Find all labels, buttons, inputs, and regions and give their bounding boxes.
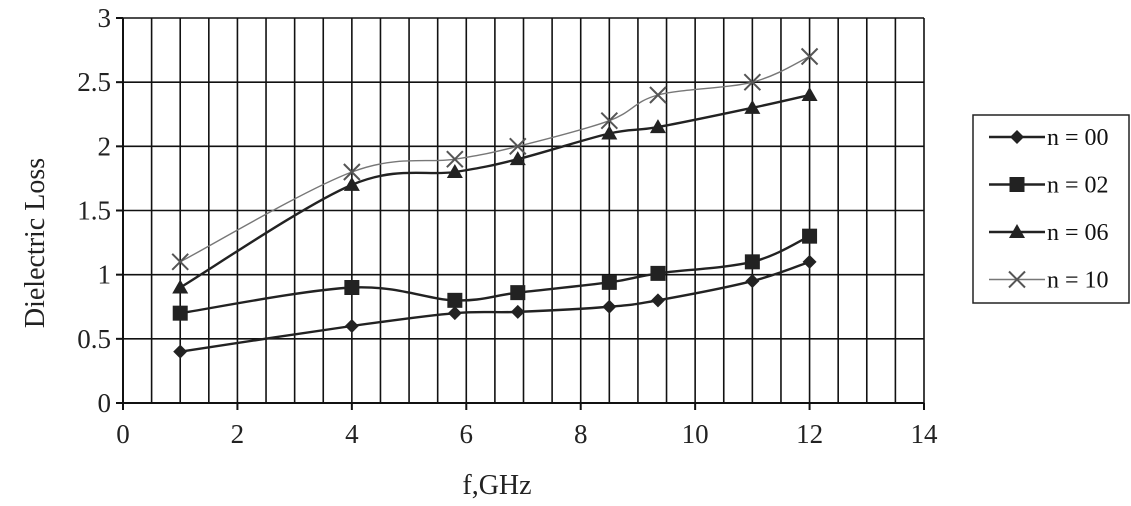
legend-label: n = 02 <box>1047 173 1109 199</box>
legend-label: n = 10 <box>1047 268 1109 294</box>
x-tick-label: 8 <box>574 419 588 449</box>
x-tick-label: 14 <box>911 419 939 449</box>
data-point <box>744 254 760 270</box>
legend-item: n = 10 <box>989 268 1109 294</box>
y-tick-label: 3 <box>98 3 112 33</box>
data-point <box>173 344 188 359</box>
data-point <box>509 151 526 166</box>
y-tick-label: 0.5 <box>77 324 111 354</box>
series-line <box>180 235 811 315</box>
grid <box>123 18 924 403</box>
data-point <box>801 87 818 101</box>
data-point <box>743 73 762 91</box>
legend-item: n = 02 <box>989 173 1109 199</box>
legend-item: n = 06 <box>989 220 1109 246</box>
data-point <box>802 254 817 269</box>
data-point <box>446 150 464 168</box>
legend-marker <box>1009 224 1025 238</box>
data-point <box>447 292 463 308</box>
data-point <box>343 163 361 181</box>
legend-item: n = 00 <box>989 125 1109 151</box>
data-point <box>650 293 665 308</box>
data-point <box>800 47 819 66</box>
data-point <box>172 305 188 321</box>
legend-marker <box>1010 130 1024 144</box>
series-layer <box>171 47 819 359</box>
legend-marker <box>1009 177 1025 192</box>
legend-marker <box>1008 270 1026 289</box>
data-point <box>602 299 617 314</box>
series-line <box>179 93 810 289</box>
y-tick-label: 1.5 <box>77 196 111 226</box>
data-point <box>344 280 360 295</box>
series-x <box>171 47 819 271</box>
y-tick-label: 2.5 <box>77 67 111 97</box>
series-diamond <box>173 254 817 359</box>
data-point <box>510 285 526 301</box>
data-point <box>649 86 667 104</box>
legend-label: n = 00 <box>1047 125 1109 151</box>
x-tick-label: 0 <box>116 419 130 449</box>
y-tick-label: 1 <box>98 260 112 290</box>
axes <box>116 17 925 410</box>
y-tick-label: 0 <box>98 388 112 418</box>
y-tick-labels: 0 0.5 1 1.5 2 2.5 3 <box>77 3 111 418</box>
data-point <box>447 306 462 321</box>
data-point <box>601 274 617 290</box>
data-point <box>650 265 666 281</box>
data-point <box>446 164 463 178</box>
data-point <box>510 304 525 319</box>
data-point <box>601 125 618 140</box>
legend: n = 00 n = 02 n = 06 n = 10 <box>972 114 1130 304</box>
x-tick-label: 2 <box>231 419 245 449</box>
series-triangle <box>172 87 818 294</box>
data-point <box>509 137 527 156</box>
x-tick-label: 10 <box>682 419 709 449</box>
x-tick-labels: 0 2 4 6 8 10 12 14 <box>116 419 938 449</box>
data-point <box>600 111 619 130</box>
series-line <box>179 55 810 263</box>
legend-label: n = 06 <box>1047 220 1109 246</box>
x-tick-label: 12 <box>796 419 823 449</box>
data-point <box>744 99 761 114</box>
data-point <box>745 274 760 289</box>
data-point <box>344 319 359 333</box>
x-tick-label: 4 <box>345 419 359 449</box>
x-tick-label: 6 <box>460 419 474 449</box>
legend-box <box>972 114 1130 304</box>
data-point <box>171 253 189 271</box>
series-line <box>180 260 810 353</box>
data-point <box>343 176 360 191</box>
data-point <box>649 119 666 134</box>
data-point <box>802 228 818 244</box>
data-point <box>172 279 189 294</box>
x-axis-title: f,GHz <box>462 470 531 501</box>
series-square <box>172 228 818 321</box>
y-tick-label: 2 <box>98 131 112 161</box>
y-axis-title: Dielectric Loss <box>20 158 51 328</box>
